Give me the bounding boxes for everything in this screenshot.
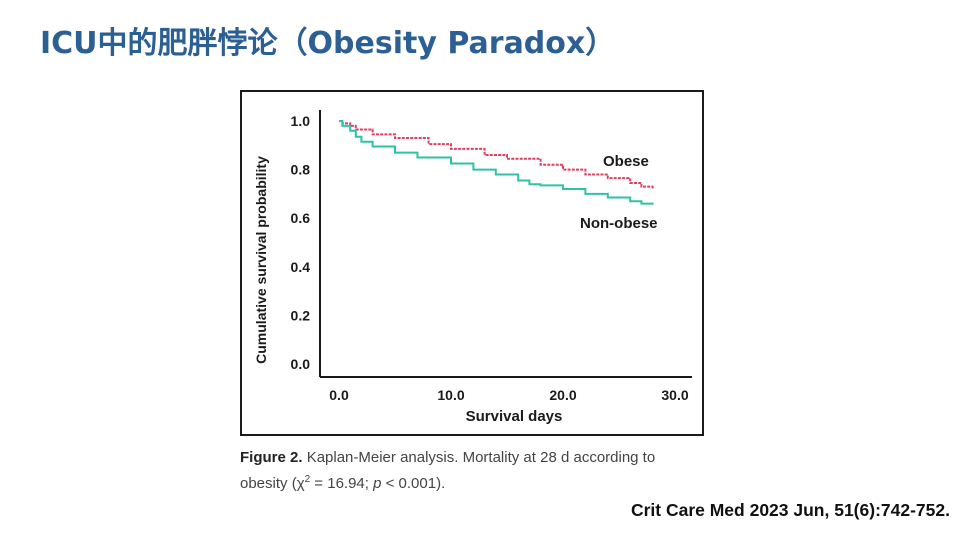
series-line-non-obese [339,120,654,205]
km-chart: 0.0 0.2 0.4 0.6 0.8 1.0 0.0 10.0 20.0 30.0 Surviva… [253,110,692,425]
x-tick-label: 10.0 [437,387,464,403]
caption-text-line2a: obesity (χ [240,475,305,492]
caption-superscript: 2 [304,474,311,485]
y-tick-label: 1.0 [291,113,311,129]
x-tick-label: 30.0 [661,387,688,403]
citation: Crit Care Med 2023 Jun, 51(6):742-752. [630,500,950,520]
figure-caption: Figure 2. Kaplan-Meier analysis. Mortali… [240,447,710,495]
y-tick-label: 0.8 [291,162,311,178]
x-axis-label: Survival days [466,408,563,425]
caption-text-line1: Kaplan-Meier analysis. Mortality at 28 d… [306,449,656,466]
caption-text-line2c: < 0.001). [381,475,446,492]
x-tick-label: 0.0 [329,387,349,403]
y-tick-label: 0.6 [291,210,311,226]
caption-figure-label: Figure 2. [240,449,303,466]
slide-title: ICU中的肥胖悖论（Obesity Paradox） [40,26,616,61]
y-tick-label: 0.4 [291,259,311,275]
y-axis-label: Cumulative survival probability [253,156,269,364]
caption-text-line2b: = 16.94; [310,475,374,492]
caption-p-symbol: p [373,475,382,492]
y-tick-label: 0.2 [291,307,311,323]
km-figure-frame: 0.0 0.2 0.4 0.6 0.8 1.0 0.0 10.0 20.0 30.0 Surviva… [240,90,704,436]
series-label-non-obese: Non-obese [580,215,658,232]
x-tick-label: 20.0 [549,387,576,403]
y-tick-label: 0.0 [291,356,311,372]
series-line-obese [339,120,654,189]
series-label-obese: Obese [603,153,649,170]
